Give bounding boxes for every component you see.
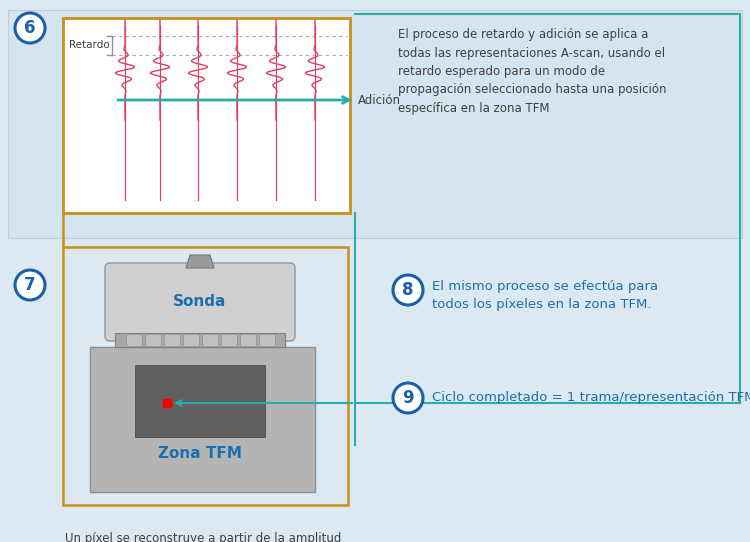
FancyBboxPatch shape [220,334,236,346]
Text: Retardo: Retardo [69,41,110,50]
FancyBboxPatch shape [115,333,285,347]
Text: El proceso de retardo y adición se aplica a
todas las representaciones A-scan, u: El proceso de retardo y adición se aplic… [398,28,667,115]
FancyBboxPatch shape [63,18,350,213]
Polygon shape [186,255,214,268]
Text: Adición: Adición [358,94,401,106]
Text: 8: 8 [402,281,414,299]
Text: 9: 9 [402,389,414,407]
FancyBboxPatch shape [239,334,256,346]
FancyBboxPatch shape [164,334,179,346]
FancyBboxPatch shape [145,334,160,346]
Text: Zona TFM: Zona TFM [158,446,242,461]
Text: Un píxel se reconstruye a partir de la amplitud
de los A-scan sumados.: Un píxel se reconstruye a partir de la a… [64,532,341,542]
FancyBboxPatch shape [105,263,295,341]
Circle shape [393,275,423,305]
Circle shape [393,383,423,413]
FancyBboxPatch shape [259,334,274,346]
FancyBboxPatch shape [135,365,265,437]
FancyBboxPatch shape [182,334,199,346]
FancyBboxPatch shape [90,347,315,492]
FancyBboxPatch shape [8,10,742,238]
FancyBboxPatch shape [125,334,142,346]
FancyBboxPatch shape [202,334,217,346]
Text: 6: 6 [24,19,36,37]
Text: El mismo proceso se efectúa para
todos los píxeles en la zona TFM.: El mismo proceso se efectúa para todos l… [432,280,658,311]
Circle shape [15,13,45,43]
Text: Ciclo completado = 1 trama/representación TFM: Ciclo completado = 1 trama/representació… [432,391,750,404]
Text: 7: 7 [24,276,36,294]
Text: Sonda: Sonda [173,294,226,309]
Circle shape [15,270,45,300]
